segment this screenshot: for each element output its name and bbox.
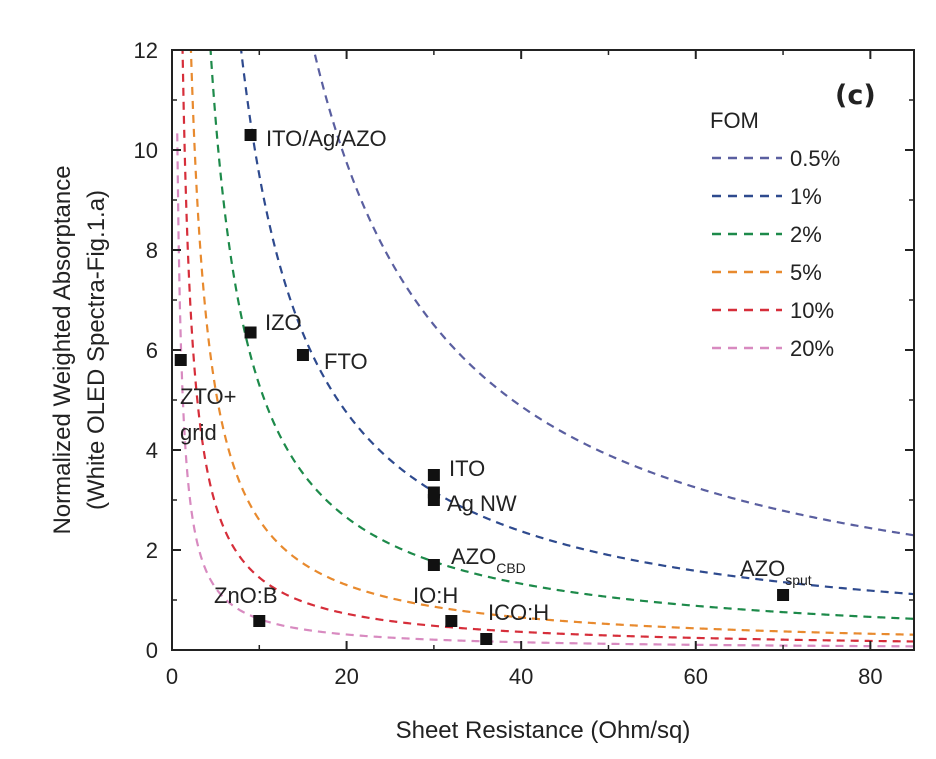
fom-curve-1	[240, 50, 914, 596]
fom-curve-0	[312, 50, 914, 537]
y-tick-label: 8	[146, 238, 158, 263]
legend: FOM 0.5% 1% 2% 5% 10% 20%	[710, 108, 840, 361]
y-tick-label: 4	[146, 438, 158, 463]
data-point	[427, 559, 440, 571]
label-ito: ITO	[449, 456, 485, 481]
axis-ticks: 0 20 40 60 80 0 2 4 6 8 10 12	[134, 38, 914, 689]
data-point	[174, 354, 187, 366]
fom-curve-3	[189, 50, 914, 636]
label-izo: IZO	[265, 310, 302, 335]
x-tick-label: 0	[166, 664, 178, 689]
label-azo-cbd-main: AZO	[451, 544, 496, 569]
label-ito-ag-azo: ITO/Ag/AZO	[266, 126, 387, 151]
data-point	[480, 633, 493, 645]
x-tick-label: 60	[684, 664, 708, 689]
data-point	[427, 494, 440, 506]
y-tick-label: 10	[134, 138, 158, 163]
y-axis-title-line2: (White OLED Spectra-Fig.1.a)	[83, 190, 110, 510]
data-point	[296, 349, 309, 361]
legend-title: FOM	[710, 108, 759, 133]
legend-label: 1%	[790, 184, 822, 209]
label-zno-b: ZnO:B	[214, 583, 278, 608]
fom-curves	[176, 50, 914, 648]
legend-label: 0.5%	[790, 146, 840, 171]
x-tick-label: 20	[334, 664, 358, 689]
data-point	[244, 326, 257, 339]
label-azo-sput-sub: sput	[785, 572, 812, 588]
legend-label: 10%	[790, 298, 834, 323]
data-point	[777, 589, 790, 601]
data-point	[253, 615, 266, 627]
y-axis-title-line1: Normalized Weighted Absorptance	[49, 165, 76, 534]
label-zto-line1: ZTO+	[180, 384, 236, 409]
data-point	[244, 129, 257, 141]
fom-curve-4	[181, 50, 914, 643]
x-tick-label: 40	[509, 664, 533, 689]
fom-curve-2	[209, 50, 914, 620]
label-azo-cbd-sub: CBD	[496, 560, 526, 576]
y-tick-label: 6	[146, 338, 158, 363]
label-azo-sput-main: AZO	[740, 556, 785, 581]
fom-curve-5	[176, 133, 914, 648]
label-fto: FTO	[324, 349, 368, 374]
y-tick-label: 0	[146, 638, 158, 663]
point-labels: ITO/Ag/AZO IZO FTO ZTO+ grid ITO Ag NW A…	[180, 126, 812, 625]
x-tick-label: 80	[858, 664, 882, 689]
legend-label: 20%	[790, 336, 834, 361]
label-zto-line2: grid	[180, 420, 217, 445]
x-axis-title: Sheet Resistance (Ohm/sq)	[396, 717, 691, 744]
legend-label: 5%	[790, 260, 822, 285]
data-point	[445, 615, 458, 627]
legend-label: 2%	[790, 222, 822, 247]
data-points	[174, 129, 790, 645]
label-io-h: IO:H	[413, 583, 458, 608]
label-ag-nw: Ag NW	[447, 491, 517, 516]
panel-label: (c)	[835, 80, 876, 111]
data-point	[427, 469, 440, 481]
label-ico-h: ICO:H	[488, 600, 549, 625]
label-azo-cbd: AZOCBD	[451, 544, 526, 576]
y-tick-label: 12	[134, 38, 158, 63]
label-azo-sput: AZOsput	[740, 556, 812, 588]
y-tick-label: 2	[146, 538, 158, 563]
